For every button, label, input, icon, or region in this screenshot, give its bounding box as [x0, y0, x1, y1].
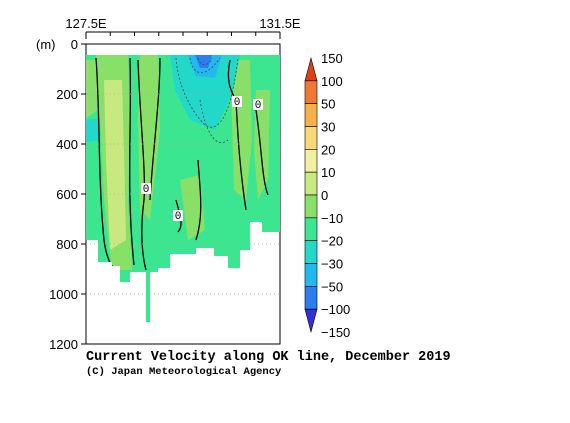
colorbar-label: 150 — [321, 51, 343, 66]
y-tick-label: 600 — [56, 187, 78, 202]
y-tick-label: 800 — [56, 237, 78, 252]
x-tick-label-right: 131.5E — [259, 16, 301, 31]
colorbar-label: 10 — [321, 165, 335, 180]
colorbar-label: 30 — [321, 120, 335, 135]
colorbar-label: −100 — [321, 302, 350, 317]
y-tick-label: 1000 — [49, 287, 78, 302]
colorbar-label: 20 — [321, 142, 335, 157]
colorbar-segment — [304, 240, 318, 264]
colorbar-label: −50 — [321, 279, 343, 294]
y-tick-label: 0 — [71, 37, 78, 52]
colorbar-segment — [304, 80, 318, 104]
contour-label: 0 — [175, 211, 182, 223]
colorbar-segment — [304, 308, 318, 334]
contour-label: 0 — [143, 184, 150, 196]
colorbar-segment — [304, 217, 318, 241]
colorbar-segment — [304, 263, 318, 287]
colorbar-segment — [304, 194, 318, 219]
y-axis-ticks: 0 200 400 600 800 1000 1200 — [49, 37, 86, 352]
colorbar-label: 100 — [321, 74, 343, 89]
colorbar-segment — [304, 149, 318, 173]
colorbar-label: −30 — [321, 257, 343, 272]
colorbar-segment — [304, 171, 318, 196]
colorbar-segment — [304, 286, 318, 310]
y-axis-label: (m) — [36, 37, 56, 52]
colorbar-segment — [304, 56, 318, 82]
y-tick-label: 400 — [56, 137, 78, 152]
colorbar-label: 0 — [321, 188, 328, 203]
negative-contours — [175, 57, 239, 143]
top-axis-ticks — [85, 31, 281, 39]
contour-label: 0 — [255, 100, 262, 112]
chart-credit: (C) Japan Meteorological Agency — [86, 366, 282, 378]
y-tick-label: 200 — [56, 87, 78, 102]
colorbar-label: −10 — [321, 211, 343, 226]
colorbar-segment — [304, 126, 318, 150]
contour-labels: 0 0 0 0 — [141, 96, 263, 223]
x-tick-label-left: 127.5E — [65, 16, 107, 31]
colorbar-label: −150 — [321, 325, 350, 340]
zero-contours — [95, 57, 269, 271]
colorbar-label: 50 — [321, 97, 335, 112]
colorbar-label: −20 — [321, 234, 343, 249]
contour-label: 0 — [234, 97, 241, 109]
depth-gridlines — [86, 93, 280, 295]
colorbar-segment — [304, 103, 318, 127]
chart-title: Current Velocity along OK line, December… — [86, 350, 451, 365]
y-tick-label: 1200 — [49, 337, 78, 352]
